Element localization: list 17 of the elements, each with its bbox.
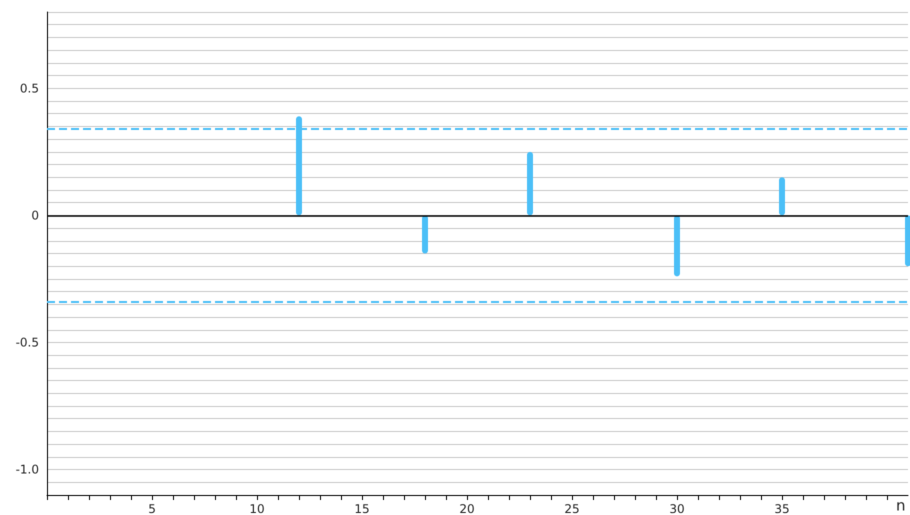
bar: [905, 215, 910, 266]
bar: [779, 177, 785, 216]
x-tick-label: 35: [774, 502, 790, 515]
x-tick-label: 5: [148, 502, 156, 515]
y-tick-label: 0.5: [20, 81, 39, 96]
bar: [527, 152, 533, 216]
x-tick-label: 30: [669, 502, 685, 515]
x-tick-label: 20: [459, 502, 475, 515]
x-tick-label: 25: [564, 502, 580, 515]
y-tick-label: 0: [31, 208, 39, 222]
x-tick-label: 15: [354, 502, 370, 515]
x-tick-label: 10: [249, 502, 265, 515]
y-tick-label: -0.5: [16, 335, 39, 350]
y-tick-label: -1.0: [16, 462, 39, 477]
bar: [422, 215, 428, 254]
bar: [674, 215, 680, 276]
x-axis-title: n: [896, 496, 906, 514]
